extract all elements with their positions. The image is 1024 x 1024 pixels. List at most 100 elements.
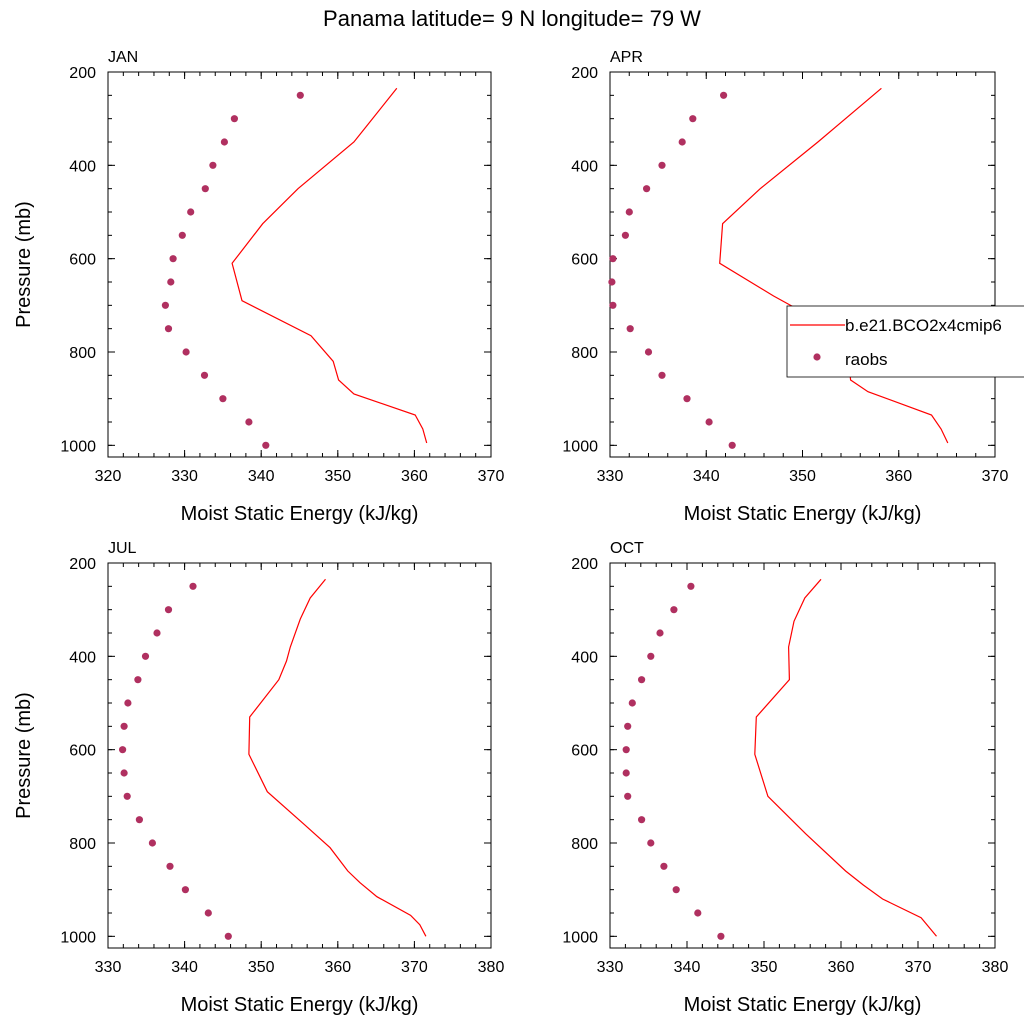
- x-tick-label: 350: [789, 468, 816, 485]
- legend-label-model: b.e21.BCO2x4cmip6: [845, 316, 1002, 335]
- y-tick-label: 1000: [60, 929, 96, 946]
- model-line-jul: [248, 578, 427, 937]
- raobs-point: [123, 792, 131, 800]
- panel-title: OCT: [610, 540, 644, 557]
- raobs-point: [638, 816, 646, 824]
- raobs-point: [622, 746, 630, 754]
- raobs-point: [720, 91, 728, 99]
- plot-frame: [107, 562, 492, 949]
- panel-title: JUL: [108, 540, 137, 557]
- x-tick-label: 340: [248, 468, 275, 485]
- raobs-point: [161, 301, 169, 309]
- y-tick-label: 1000: [60, 438, 96, 455]
- raobs-point: [204, 909, 212, 917]
- x-tick-label: 340: [674, 959, 701, 976]
- panel-jan: 320 330 340 350 360 370 200 400 600 800 1000 JAN Moi…: [13, 49, 504, 525]
- panel-title: JAN: [108, 49, 138, 66]
- raobs-point: [656, 629, 664, 637]
- x-tick-label: 320: [95, 468, 122, 485]
- raobs-point: [164, 606, 173, 614]
- raobs-point: [647, 839, 655, 847]
- raobs-point: [622, 769, 630, 777]
- y-tick-label: 1000: [562, 438, 598, 455]
- plot-frame: [107, 71, 492, 458]
- raobs-point: [644, 348, 653, 356]
- x-tick-label: 370: [401, 959, 428, 976]
- raobs-point: [120, 722, 128, 730]
- y-tick-label: 600: [571, 252, 598, 269]
- raobs-point: [224, 932, 232, 940]
- x-tick-label: 370: [478, 468, 505, 485]
- raobs-point: [148, 839, 156, 847]
- raobs-point: [694, 909, 702, 917]
- raobs-point: [219, 395, 227, 403]
- raobs-point: [672, 886, 680, 894]
- x-axis-label: Moist Static Energy (kJ/kg): [684, 994, 922, 1016]
- raobs-point: [609, 301, 617, 309]
- model-line-oct: [754, 578, 937, 937]
- panel-oct: 330 340 350 360 370 380 200 400 600 800 1000 OCT Moi…: [562, 540, 1008, 1016]
- raobs-point: [683, 395, 691, 403]
- x-tick-label: 360: [885, 468, 912, 485]
- raobs-point: [209, 161, 217, 169]
- legend-marker-swatch: [813, 353, 821, 361]
- x-tick-label: 330: [171, 468, 198, 485]
- y-tick-label: 800: [571, 836, 598, 853]
- x-tick-label: 350: [751, 959, 778, 976]
- raobs-point: [164, 325, 173, 333]
- raobs-point: [608, 278, 616, 286]
- x-tick-label: 340: [171, 959, 198, 976]
- y-tick-label: 200: [69, 65, 96, 82]
- figure-title: Panama latitude= 9 N longitude= 79 W: [323, 6, 701, 31]
- x-tick-label: 350: [248, 959, 275, 976]
- y-tick-label: 600: [69, 252, 96, 269]
- y-tick-label: 400: [69, 158, 96, 175]
- raobs-point: [153, 629, 161, 637]
- x-axis-label: Moist Static Energy (kJ/kg): [181, 503, 419, 525]
- raobs-point: [124, 699, 132, 707]
- x-tick-label: 360: [324, 959, 351, 976]
- raobs-point: [201, 185, 209, 193]
- panel-apr: 330 340 350 360 370 200 400 600 800 1000 APR Moist …: [562, 49, 1008, 525]
- raobs-point: [120, 769, 128, 777]
- raobs-point: [624, 722, 632, 730]
- raobs-point: [625, 208, 633, 216]
- x-tick-label: 330: [597, 468, 624, 485]
- raobs-point: [689, 115, 697, 123]
- plot-frame: [609, 562, 996, 949]
- y-tick-label: 200: [571, 65, 598, 82]
- raobs-point: [658, 371, 666, 379]
- x-tick-label: 380: [982, 959, 1009, 976]
- y-tick-label: 400: [571, 158, 598, 175]
- x-tick-label: 380: [478, 959, 505, 976]
- raobs-point: [643, 185, 651, 193]
- raobs-point: [182, 348, 190, 356]
- raobs-point: [624, 792, 632, 800]
- y-tick-label: 800: [571, 345, 598, 362]
- x-tick-label: 360: [401, 468, 428, 485]
- raobs-point: [658, 161, 666, 169]
- raobs-point: [189, 582, 197, 590]
- raobs-point: [296, 91, 304, 99]
- legend-label-obs: raobs: [845, 350, 888, 369]
- y-tick-label: 600: [69, 743, 96, 760]
- raobs-point: [728, 441, 736, 449]
- raobs-point: [717, 932, 725, 940]
- raobs-point: [628, 699, 636, 707]
- model-line-jan: [231, 87, 428, 444]
- raobs-point: [262, 441, 270, 449]
- raobs-point: [166, 862, 174, 870]
- raobs-point: [169, 255, 177, 263]
- x-tick-label: 370: [905, 959, 932, 976]
- y-tick-label: 200: [69, 556, 96, 573]
- y-tick-label: 1000: [562, 929, 598, 946]
- raobs-point: [167, 278, 175, 286]
- raobs-point: [220, 138, 228, 146]
- model-line-apr: [719, 87, 949, 444]
- raobs-point: [135, 816, 143, 824]
- raobs-point: [609, 255, 617, 263]
- y-tick-label: 600: [571, 743, 598, 760]
- raobs-point: [626, 325, 634, 333]
- plot-frame: [609, 71, 996, 458]
